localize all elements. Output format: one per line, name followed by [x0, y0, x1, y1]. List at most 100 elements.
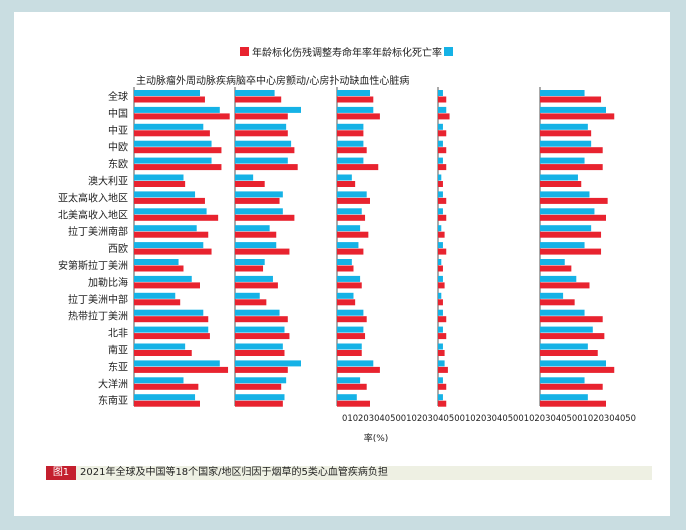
bar-deaths	[337, 214, 366, 221]
bar-dalys	[134, 394, 196, 401]
category-label: 拉丁美洲中部	[68, 293, 128, 306]
bar-deaths	[134, 265, 184, 272]
bar-dalys	[540, 106, 606, 113]
bar-dalys	[337, 225, 361, 232]
bar-dalys	[235, 123, 287, 130]
bar-dalys	[337, 90, 370, 96]
bar-dalys	[235, 174, 254, 181]
bar-deaths	[337, 181, 356, 187]
bar-deaths	[438, 113, 450, 120]
bar-dalys	[540, 377, 585, 384]
bar-deaths	[235, 333, 290, 340]
x-tick-labels: 0102030405001020304050010203040500102030…	[342, 413, 636, 424]
bar-dalys	[235, 259, 265, 265]
category-label: 全球	[108, 90, 128, 103]
bar-deaths	[337, 147, 367, 154]
bar-deaths	[540, 366, 615, 373]
bar-deaths	[540, 130, 592, 137]
bar-dalys	[438, 123, 443, 130]
bar-deaths	[540, 333, 605, 340]
category-label: 大洋洲	[98, 377, 128, 390]
bar-deaths	[235, 383, 282, 390]
bar-dalys	[337, 394, 357, 401]
bar-deaths	[438, 231, 445, 238]
legend-deaths-swatch	[240, 46, 249, 56]
bar-dalys	[134, 309, 204, 316]
bar-deaths	[235, 400, 283, 407]
bar-dalys	[540, 191, 590, 198]
category-label: 加勒比海	[88, 276, 128, 289]
bar-deaths	[235, 316, 288, 323]
bar-deaths	[540, 316, 603, 323]
bar-dalys	[438, 259, 442, 265]
bar-dalys	[134, 292, 176, 299]
bar-dalys	[337, 242, 359, 249]
bar-deaths	[540, 197, 608, 204]
bar-deaths	[438, 214, 447, 221]
bar-deaths	[540, 231, 602, 238]
legend: 年龄标化伤残调整寿命年率年龄标化死亡率	[240, 44, 453, 59]
bar-deaths	[337, 383, 367, 390]
category-label: 中亚	[108, 124, 128, 137]
bar-dalys	[337, 377, 361, 384]
bar-deaths	[337, 113, 380, 120]
bar-dalys	[337, 360, 374, 367]
bar-dalys	[438, 225, 442, 232]
bar-deaths	[235, 265, 264, 272]
bar-dalys	[337, 106, 374, 113]
figure-caption: 2021年全球及中国等18个国家/地区归因于烟草的5类心血管疾病负担	[80, 467, 388, 478]
bar-dalys	[540, 360, 606, 367]
category-label: 南亚	[108, 344, 128, 357]
bar-deaths	[337, 316, 367, 323]
legend-dalys-swatch	[444, 46, 453, 56]
bar-deaths	[438, 181, 443, 187]
bar-deaths	[235, 282, 278, 289]
bar-dalys	[134, 174, 184, 181]
bar-deaths	[438, 350, 445, 356]
bar-dalys	[337, 157, 364, 164]
bar-dalys	[540, 275, 577, 282]
bar-dalys	[540, 242, 585, 249]
bar-deaths	[134, 147, 222, 154]
bar-dalys	[134, 377, 184, 384]
bar-dalys	[540, 123, 588, 130]
bar-dalys	[438, 140, 443, 147]
bar-dalys	[134, 123, 204, 130]
bar-deaths	[134, 316, 209, 323]
bar-deaths	[235, 214, 295, 221]
bar-deaths	[540, 383, 603, 390]
category-label: 东亚	[108, 360, 128, 373]
bar-dalys	[235, 140, 292, 147]
bar-deaths	[337, 197, 370, 204]
bar-deaths	[540, 164, 603, 171]
bar-dalys	[235, 377, 287, 384]
bar-deaths	[540, 265, 572, 272]
bar-dalys	[337, 208, 362, 215]
bar-deaths	[235, 299, 267, 306]
bar-deaths	[134, 282, 200, 289]
category-label: 拉丁美洲南部	[68, 225, 128, 238]
bar-deaths	[235, 366, 288, 373]
bar-deaths	[540, 299, 575, 306]
bar-dalys	[134, 225, 197, 232]
bar-dalys	[337, 191, 367, 198]
bar-deaths	[235, 147, 295, 154]
caption-bar	[46, 466, 652, 480]
bar-deaths	[337, 164, 379, 171]
figure-label: 图1	[46, 466, 76, 480]
bar-dalys	[235, 208, 283, 215]
bar-deaths	[337, 130, 364, 137]
bar-dalys	[540, 225, 592, 232]
bar-deaths	[540, 214, 606, 221]
bar-deaths	[235, 130, 288, 137]
category-label: 东南亚	[98, 394, 128, 407]
bar-deaths	[438, 299, 443, 306]
bar-deaths	[438, 248, 447, 255]
bar-dalys	[540, 343, 588, 350]
bar-dalys	[235, 326, 285, 333]
bar-dalys	[134, 157, 212, 164]
bar-deaths	[337, 231, 369, 238]
bar-deaths	[337, 366, 380, 373]
bar-dalys	[235, 225, 270, 232]
